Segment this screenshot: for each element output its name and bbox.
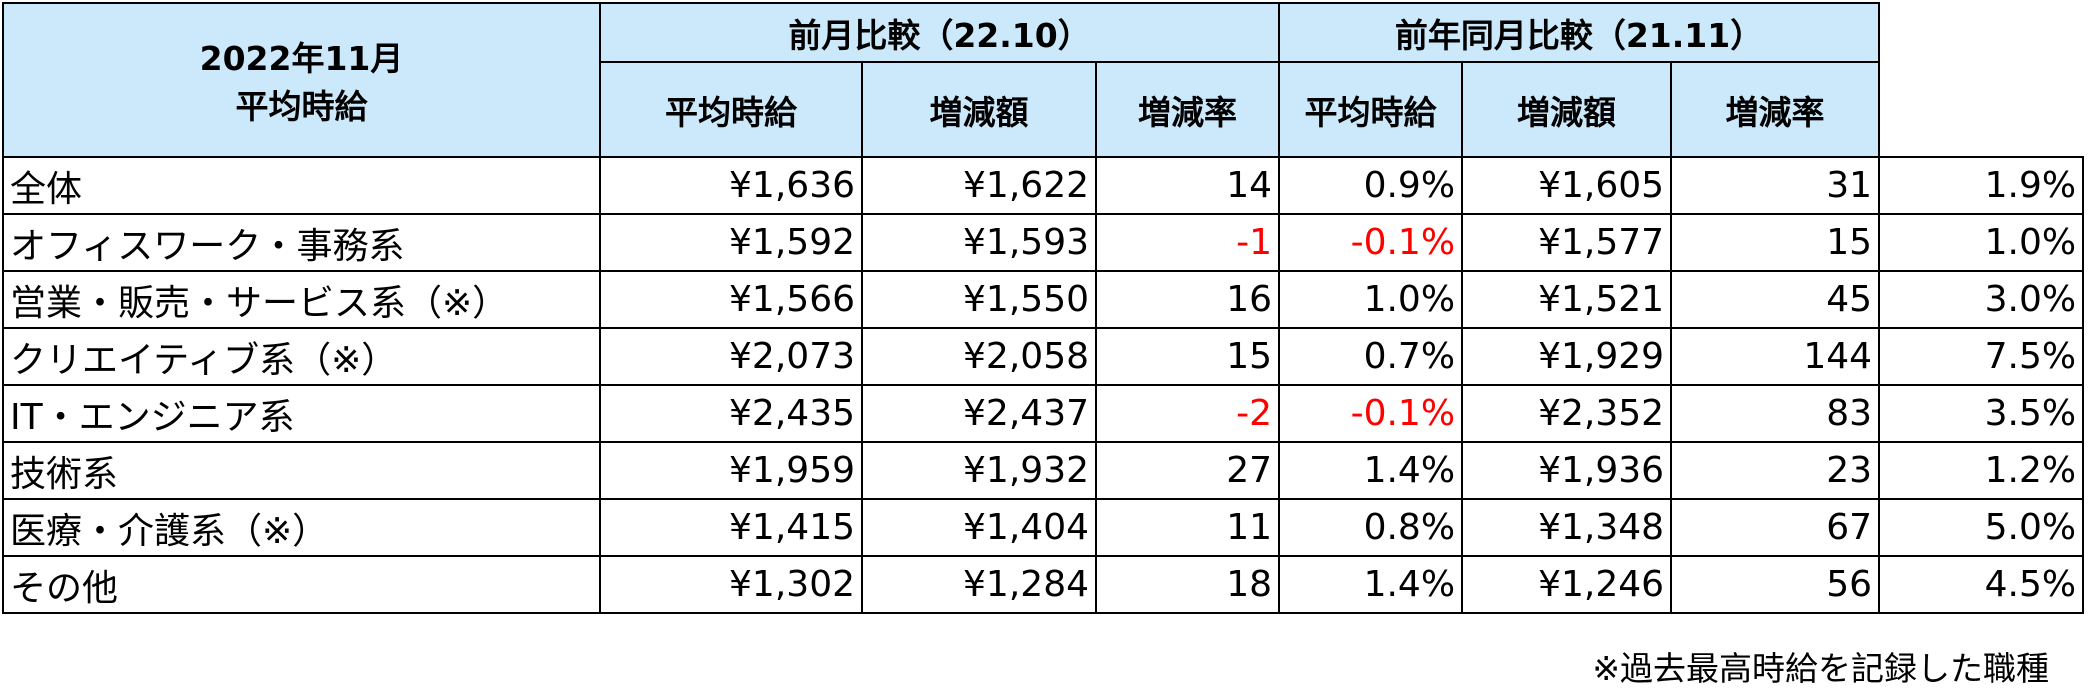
- cell: 11: [1094, 498, 1281, 557]
- row-label: その他: [2, 555, 601, 614]
- cell: 23: [1670, 441, 1881, 500]
- group-header: 前年同月比較（21.11）: [1278, 2, 1881, 63]
- cell: 144: [1670, 327, 1881, 386]
- column-header: 増減率: [1094, 61, 1281, 158]
- cell: 15: [1094, 327, 1281, 386]
- cell: ¥1,622: [861, 156, 1097, 215]
- cell: ¥1,932: [861, 441, 1097, 500]
- data-row: IT・エンジニア系 ¥2,435 ¥2,437 -2 -0.1% ¥2,352 83 3.5%: [2, 384, 2085, 443]
- row-label: 医療・介護系（※）: [2, 498, 601, 557]
- cell: -0.1%: [1278, 213, 1464, 272]
- header-text: 2022年11月: [199, 39, 404, 78]
- cell: 14: [1094, 156, 1281, 215]
- cell: ¥2,437: [861, 384, 1097, 443]
- row-label: IT・エンジニア系: [2, 384, 601, 443]
- cell: ¥1,636: [599, 156, 863, 215]
- header-cell: 2022年11月 平均時給: [2, 2, 601, 158]
- data-row: クリエイティブ系（※） ¥2,073 ¥2,058 15 0.7% ¥1,929 144 7.…: [2, 327, 2085, 386]
- wage-table: 2022年11月 平均時給 前月比較（22.10） 前年同月比較（21.11） 平均時給…: [2, 2, 2085, 614]
- cell: 5.0%: [1878, 498, 2085, 557]
- cell: 1.4%: [1278, 555, 1464, 614]
- cell: ¥2,352: [1461, 384, 1673, 443]
- column-header: 平均時給: [599, 61, 863, 158]
- cell: 3.5%: [1878, 384, 2085, 443]
- cell: 4.5%: [1878, 555, 2085, 614]
- cell: 0.7%: [1278, 327, 1464, 386]
- table-body: 全体 ¥1,636 ¥1,622 14 0.9% ¥1,605 31 1.9% オフィスワーク・…: [2, 156, 2085, 614]
- cell: 0.9%: [1278, 156, 1464, 215]
- cell: ¥1,929: [1461, 327, 1673, 386]
- cell: ¥1,605: [1461, 156, 1673, 215]
- cell: ¥1,284: [861, 555, 1097, 614]
- cell: ¥1,302: [599, 555, 863, 614]
- cell: 1.4%: [1278, 441, 1464, 500]
- cell: ¥1,348: [1461, 498, 1673, 557]
- cell: 7.5%: [1878, 327, 2085, 386]
- cell: 16: [1094, 270, 1281, 329]
- row-label: クリエイティブ系（※）: [2, 327, 601, 386]
- cell: -2: [1094, 384, 1281, 443]
- cell: ¥1,593: [861, 213, 1097, 272]
- column-header: 増減額: [1461, 61, 1673, 158]
- data-row: 全体 ¥1,636 ¥1,622 14 0.9% ¥1,605 31 1.9%: [2, 156, 2085, 215]
- cell: ¥1,404: [861, 498, 1097, 557]
- cell: 15: [1670, 213, 1881, 272]
- row-label: 全体: [2, 156, 601, 215]
- column-header: 増減率: [1670, 61, 1881, 158]
- cell: ¥2,058: [861, 327, 1097, 386]
- cell: ¥1,566: [599, 270, 863, 329]
- cell: 18: [1094, 555, 1281, 614]
- cell: 56: [1670, 555, 1881, 614]
- cell: -1: [1094, 213, 1281, 272]
- cell: 1.9%: [1878, 156, 2085, 215]
- cell: 1.2%: [1878, 441, 2085, 500]
- data-row: 営業・販売・サービス系（※） ¥1,566 ¥1,550 16 1.0% ¥1,521 45…: [2, 270, 2085, 329]
- column-header: 増減額: [861, 61, 1097, 158]
- data-row: オフィスワーク・事務系 ¥1,592 ¥1,593 -1 -0.1% ¥1,577 15 1.…: [2, 213, 2085, 272]
- cell: 1.0%: [1878, 213, 2085, 272]
- cell: ¥2,435: [599, 384, 863, 443]
- cell: ¥1,550: [861, 270, 1097, 329]
- cell: ¥2,073: [599, 327, 863, 386]
- data-row: 技術系 ¥1,959 ¥1,932 27 1.4% ¥1,936 23 1.2%: [2, 441, 2085, 500]
- column-header: 平均時給: [1278, 61, 1464, 158]
- data-row: その他 ¥1,302 ¥1,284 18 1.4% ¥1,246 56 4.5%: [2, 555, 2085, 614]
- group-header: 前月比較（22.10）: [598, 2, 1281, 63]
- cell: 45: [1670, 270, 1881, 329]
- header-text: 平均時給: [235, 87, 368, 126]
- cell: 31: [1670, 156, 1881, 215]
- cell: ¥1,246: [1461, 555, 1673, 614]
- cell: 0.8%: [1278, 498, 1464, 557]
- cell: ¥1,577: [1461, 213, 1673, 272]
- cell: -0.1%: [1278, 384, 1464, 443]
- data-row: 医療・介護系（※） ¥1,415 ¥1,404 11 0.8% ¥1,348 67 5.0%: [2, 498, 2085, 557]
- cell: ¥1,521: [1461, 270, 1673, 329]
- cell: ¥1,936: [1461, 441, 1673, 500]
- cell: ¥1,415: [599, 498, 863, 557]
- header-row: 2022年11月 平均時給 前月比較（22.10） 前年同月比較（21.11）: [2, 2, 2083, 158]
- cell: ¥1,959: [599, 441, 863, 500]
- cell: 3.0%: [1878, 270, 2085, 329]
- table-header: 2022年11月 平均時給 前月比較（22.10） 前年同月比較（21.11） 平均時給…: [2, 2, 2083, 158]
- row-label: 技術系: [2, 441, 601, 500]
- cell: 67: [1670, 498, 1881, 557]
- cell: 1.0%: [1278, 270, 1464, 329]
- cell: ¥1,592: [599, 213, 863, 272]
- row-label: 営業・販売・サービス系（※）: [2, 270, 601, 329]
- footnote: ※過去最高時給を記録した職種: [1592, 649, 2049, 688]
- cell: 27: [1094, 441, 1281, 500]
- row-label: オフィスワーク・事務系: [2, 213, 601, 272]
- cell: 83: [1670, 384, 1881, 443]
- header-row: 平均時給 増減額 増減率 平均時給 増減額 増減率: [3, 61, 2083, 158]
